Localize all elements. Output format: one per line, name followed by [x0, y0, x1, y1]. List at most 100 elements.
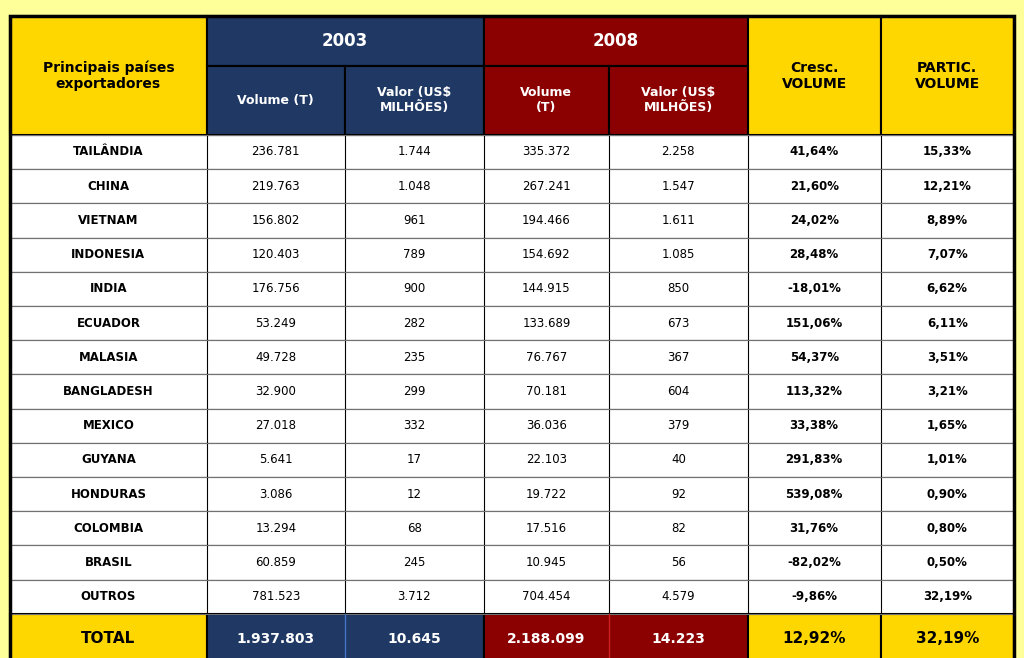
Bar — [10, 477, 1014, 511]
Text: 1.547: 1.547 — [662, 180, 695, 193]
Text: 10.945: 10.945 — [526, 556, 567, 569]
Text: 1.611: 1.611 — [662, 214, 695, 227]
Text: 56: 56 — [671, 556, 686, 569]
Text: 27.018: 27.018 — [255, 419, 296, 432]
Text: 28,48%: 28,48% — [790, 248, 839, 261]
Bar — [483, 66, 609, 135]
Text: 1.744: 1.744 — [397, 145, 431, 159]
Bar — [881, 614, 1014, 658]
Text: Valor (US$
MILHÕES): Valor (US$ MILHÕES) — [641, 86, 716, 114]
Bar — [10, 614, 207, 658]
Text: 53.249: 53.249 — [255, 316, 296, 330]
Text: 2.188.099: 2.188.099 — [507, 632, 586, 645]
Text: 14.223: 14.223 — [651, 632, 706, 645]
Text: INDIA: INDIA — [89, 282, 127, 295]
Text: 235: 235 — [403, 351, 426, 364]
Text: CHINA: CHINA — [87, 180, 129, 193]
Text: 1.937.803: 1.937.803 — [237, 632, 315, 645]
Text: 156.802: 156.802 — [252, 214, 300, 227]
Text: BRASIL: BRASIL — [85, 556, 132, 569]
Text: TAILÂNDIA: TAILÂNDIA — [73, 145, 143, 159]
Bar — [10, 545, 1014, 580]
Text: 54,37%: 54,37% — [790, 351, 839, 364]
Text: 7,07%: 7,07% — [927, 248, 968, 261]
Bar — [345, 66, 483, 135]
Text: 4.579: 4.579 — [662, 590, 695, 603]
Text: HONDURAS: HONDURAS — [71, 488, 146, 501]
Text: 32,19%: 32,19% — [923, 590, 972, 603]
Text: 12,92%: 12,92% — [782, 631, 846, 646]
Text: 17.516: 17.516 — [525, 522, 567, 535]
Text: 539,08%: 539,08% — [785, 488, 843, 501]
Bar — [483, 16, 748, 66]
Text: 10.645: 10.645 — [387, 632, 441, 645]
Text: 6,62%: 6,62% — [927, 282, 968, 295]
Text: 2.258: 2.258 — [662, 145, 695, 159]
Bar — [10, 374, 1014, 409]
Bar — [10, 272, 1014, 306]
Text: 1,01%: 1,01% — [927, 453, 968, 467]
Text: Valor (US$
MILHÕES): Valor (US$ MILHÕES) — [377, 86, 452, 114]
Text: MALASIA: MALASIA — [79, 351, 138, 364]
Text: OUTROS: OUTROS — [81, 590, 136, 603]
Bar — [10, 203, 1014, 238]
Text: 3,21%: 3,21% — [927, 385, 968, 398]
Text: 92: 92 — [671, 488, 686, 501]
Text: 32,19%: 32,19% — [915, 631, 979, 646]
Text: 267.241: 267.241 — [522, 180, 570, 193]
Text: 15,33%: 15,33% — [923, 145, 972, 159]
Text: 60.859: 60.859 — [255, 556, 296, 569]
Bar — [10, 340, 1014, 374]
Text: 2003: 2003 — [322, 32, 369, 50]
Text: 113,32%: 113,32% — [785, 385, 843, 398]
Text: 3.712: 3.712 — [397, 590, 431, 603]
Text: 21,60%: 21,60% — [790, 180, 839, 193]
Text: 2008: 2008 — [593, 32, 639, 50]
Text: 3,51%: 3,51% — [927, 351, 968, 364]
Text: 5.641: 5.641 — [259, 453, 293, 467]
Text: 68: 68 — [407, 522, 422, 535]
Text: 245: 245 — [403, 556, 426, 569]
Text: 6,11%: 6,11% — [927, 316, 968, 330]
Text: 24,02%: 24,02% — [790, 214, 839, 227]
Bar — [10, 238, 1014, 272]
Text: 70.181: 70.181 — [526, 385, 567, 398]
Text: INDONESIA: INDONESIA — [72, 248, 145, 261]
Text: COLOMBIA: COLOMBIA — [74, 522, 143, 535]
Text: 282: 282 — [403, 316, 426, 330]
Text: 144.915: 144.915 — [522, 282, 570, 295]
Text: 781.523: 781.523 — [252, 590, 300, 603]
Bar — [10, 306, 1014, 340]
Text: VIETNAM: VIETNAM — [78, 214, 138, 227]
Text: 961: 961 — [403, 214, 426, 227]
Text: 41,64%: 41,64% — [790, 145, 839, 159]
Bar — [207, 614, 483, 658]
Bar — [207, 16, 483, 66]
Text: 154.692: 154.692 — [522, 248, 570, 261]
Bar — [10, 511, 1014, 545]
Text: 219.763: 219.763 — [252, 180, 300, 193]
Text: TOTAL: TOTAL — [81, 631, 135, 646]
Text: 0,90%: 0,90% — [927, 488, 968, 501]
Text: 3.086: 3.086 — [259, 488, 293, 501]
Text: ECUADOR: ECUADOR — [77, 316, 140, 330]
Text: 1,65%: 1,65% — [927, 419, 968, 432]
Bar — [10, 16, 207, 135]
Text: 379: 379 — [668, 419, 689, 432]
Text: 704.454: 704.454 — [522, 590, 570, 603]
Text: GUYANA: GUYANA — [81, 453, 136, 467]
Text: -18,01%: -18,01% — [787, 282, 841, 295]
Bar — [10, 135, 1014, 169]
Text: -9,86%: -9,86% — [792, 590, 838, 603]
Bar — [10, 580, 1014, 614]
Text: 82: 82 — [671, 522, 686, 535]
Text: Cresc.
VOLUME: Cresc. VOLUME — [781, 61, 847, 91]
Text: 850: 850 — [668, 282, 689, 295]
Text: MEXICO: MEXICO — [83, 419, 134, 432]
Text: 332: 332 — [403, 419, 426, 432]
Text: 12,21%: 12,21% — [923, 180, 972, 193]
Text: 8,89%: 8,89% — [927, 214, 968, 227]
Text: -82,02%: -82,02% — [787, 556, 841, 569]
Text: 0,80%: 0,80% — [927, 522, 968, 535]
Text: 291,83%: 291,83% — [785, 453, 843, 467]
